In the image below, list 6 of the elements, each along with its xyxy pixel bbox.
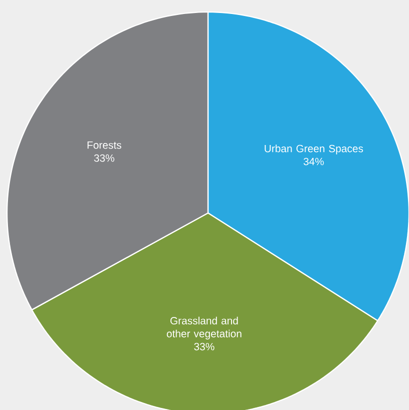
slice-label: Urban Green Spaces [264, 144, 363, 154]
data-label: 33% [194, 342, 214, 350]
data-label: 34% [304, 158, 324, 166]
data-label: 33% [94, 154, 114, 162]
slice-label: Grassland and other vegetation [166, 316, 242, 340]
slice-label: Forests [88, 141, 122, 149]
